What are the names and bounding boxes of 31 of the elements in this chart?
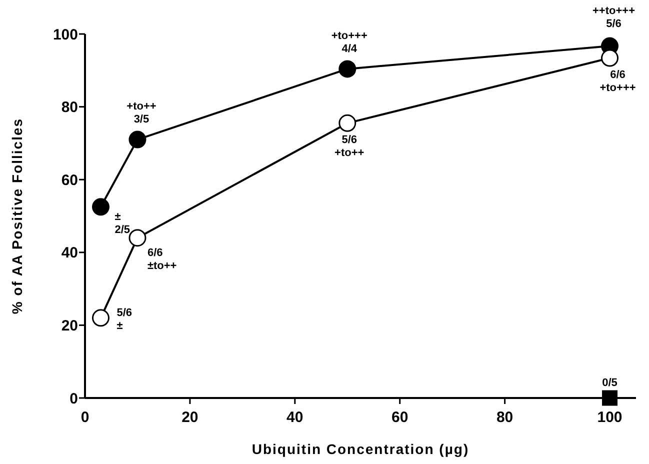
- y-axis-title: % of AA Positive Follicles: [9, 118, 25, 314]
- x-tick-label: 0: [80, 409, 90, 426]
- point: [92, 309, 110, 327]
- y-tick-label: 60: [61, 172, 78, 189]
- x-tick-label: 60: [392, 409, 408, 426]
- y-tick-label: 80: [61, 99, 78, 116]
- point: [128, 229, 146, 247]
- y-tick-label: 40: [61, 244, 78, 262]
- annotation: ++to+++ 5/6: [592, 5, 636, 30]
- annotation: 5/6 +to++: [334, 134, 364, 160]
- x-axis-title: Ubiquitin Concentration (µg): [252, 441, 470, 457]
- annotation: +to+++ 4/4: [331, 30, 368, 55]
- x-tick-label: 80: [496, 409, 514, 426]
- x-tick-label: 20: [182, 409, 198, 426]
- y-tick-label: 20: [61, 317, 78, 334]
- point: [602, 390, 618, 406]
- annotation: 0/5: [602, 377, 618, 389]
- annotation: 6/6 ±to++: [147, 246, 177, 272]
- x-tick-label: 40: [286, 409, 304, 426]
- point: [601, 49, 619, 67]
- annotation: 5/6 ±: [116, 306, 132, 332]
- point: [338, 114, 356, 132]
- point: [338, 60, 356, 78]
- y-tick-label: 0: [70, 390, 78, 408]
- annotation: 6/6 +to+++: [600, 69, 636, 94]
- point: [128, 130, 146, 148]
- point: [92, 198, 110, 216]
- annotation: ± 2/5: [114, 210, 130, 236]
- x-tick-label: 100: [597, 409, 622, 426]
- annotation: +to++ 3/5: [126, 100, 156, 126]
- y-tick-label: 100: [52, 26, 78, 44]
